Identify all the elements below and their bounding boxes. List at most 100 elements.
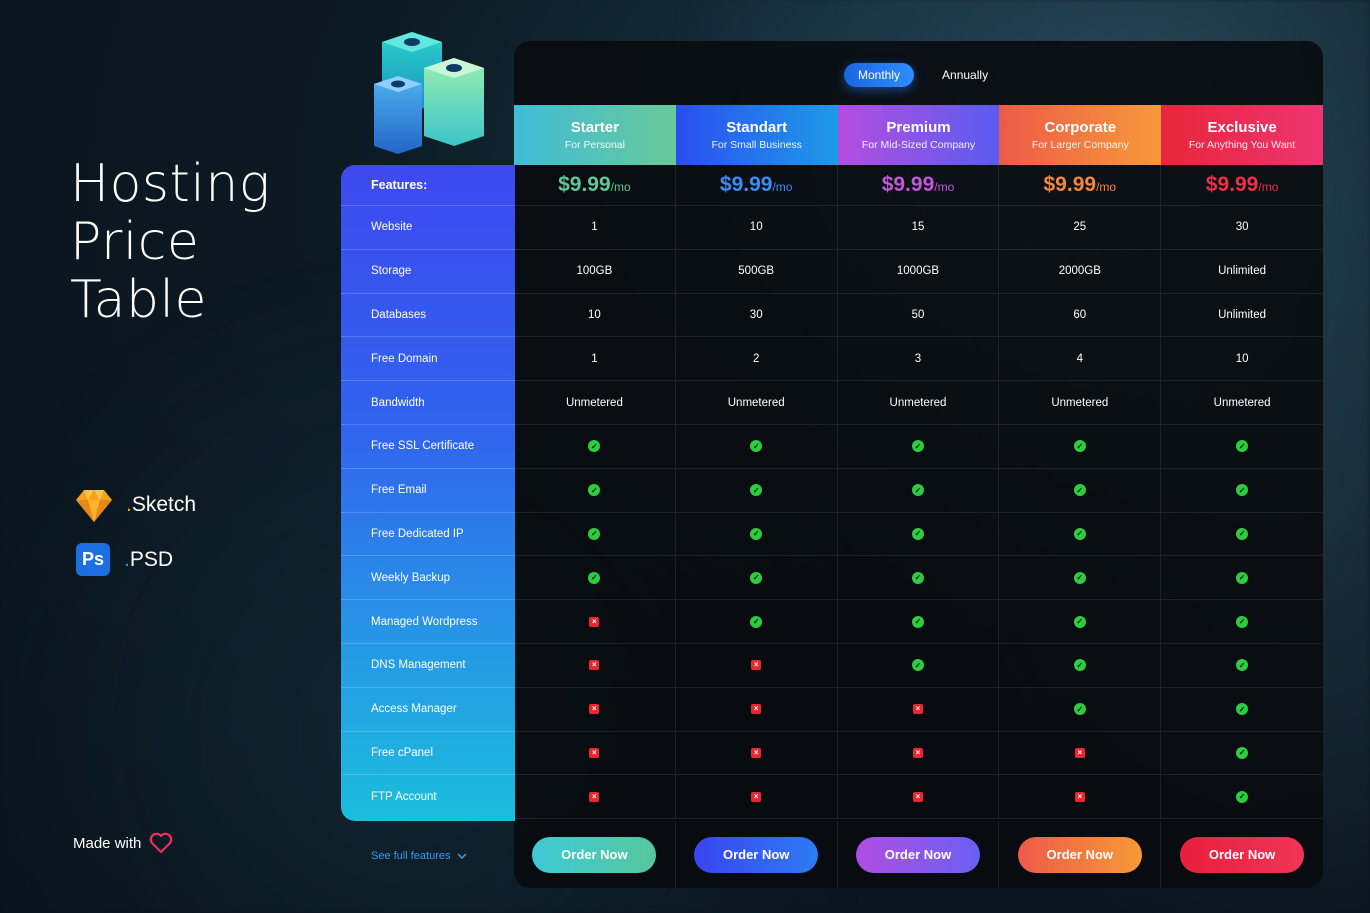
price-cell: $9.99/mo bbox=[1161, 165, 1323, 205]
pricing-table: $9.99/mo $9.99/mo $9.99/mo $9.99/mo $9.99/mo… bbox=[514, 165, 1323, 820]
feature-label-website: Website bbox=[341, 206, 515, 250]
check-icon: ✓ bbox=[750, 615, 763, 628]
check-icon: ✓ bbox=[911, 571, 924, 584]
features-column: Features: Website Storage Databases Free Do… bbox=[341, 165, 515, 821]
check-icon: ✓ bbox=[1236, 790, 1249, 803]
chevron-down-icon bbox=[456, 853, 467, 860]
features-header: Features: bbox=[341, 165, 515, 206]
annually-toggle-button[interactable]: Annually bbox=[928, 63, 1002, 87]
plan-name: Corporate bbox=[1044, 119, 1117, 136]
cell-value: 1000GB bbox=[896, 265, 940, 278]
plan-subtitle: For Mid-Sized Company bbox=[861, 139, 976, 151]
table-cell: ✓ bbox=[1161, 600, 1323, 643]
table-cell: ✓ bbox=[676, 600, 838, 643]
cross-icon: × bbox=[589, 660, 600, 671]
order-now-button-starter[interactable]: Order Now bbox=[532, 836, 657, 873]
plan-subtitle: For Anything You Want bbox=[1188, 139, 1296, 151]
see-full-features-link[interactable]: See full features bbox=[371, 850, 467, 862]
price-value: $9.99 bbox=[719, 173, 773, 196]
table-cell: 3 bbox=[838, 337, 1000, 381]
cross-icon: × bbox=[912, 747, 923, 758]
cell-value: Unmetered bbox=[727, 396, 785, 409]
cell-value: 2000GB bbox=[1058, 265, 1101, 278]
order-now-button-premium[interactable]: Order Now bbox=[855, 836, 980, 873]
order-cell: Order Now bbox=[676, 821, 838, 888]
cell-value: 100GB bbox=[576, 265, 613, 278]
table-row: × × ✓ ✓ ✓ bbox=[514, 643, 1323, 688]
cell-value: Unmetered bbox=[1051, 396, 1109, 409]
price-cell: $9.99/mo bbox=[676, 165, 838, 205]
cross-icon: × bbox=[589, 616, 600, 627]
table-cell: ✓ bbox=[676, 468, 838, 512]
plan-header-starter: Starter For Personal bbox=[514, 105, 676, 165]
feature-label-free-domain: Free Domain bbox=[341, 337, 515, 382]
cell-value: 50 bbox=[911, 308, 925, 321]
table-cell: × bbox=[999, 775, 1162, 819]
price-unit: /mo bbox=[1258, 180, 1279, 194]
check-icon: ✓ bbox=[1236, 659, 1249, 672]
table-row: × × × × ✓ bbox=[514, 731, 1323, 776]
cross-icon: × bbox=[589, 747, 600, 758]
table-row: 1 2 3 4 10 bbox=[514, 337, 1323, 382]
feature-label-weekly-backup: Weekly Backup bbox=[341, 556, 515, 601]
order-now-button-corporate[interactable]: Order Now bbox=[1017, 836, 1142, 873]
hero-title: Hosting Price Table bbox=[70, 155, 271, 329]
cross-icon: × bbox=[1074, 791, 1085, 802]
plan-name: Standart bbox=[726, 119, 788, 136]
table-cell: Unmetered bbox=[1161, 381, 1323, 424]
table-cell: ✓ bbox=[838, 468, 1000, 512]
sketch-format: .Sketch bbox=[76, 488, 196, 522]
order-now-button-standart[interactable]: Order Now bbox=[694, 836, 819, 873]
price-value: $9.99 bbox=[558, 173, 611, 196]
order-now-button-exclusive[interactable]: Order Now bbox=[1180, 836, 1305, 873]
table-cell: Unmetered bbox=[514, 381, 676, 424]
table-cell: 50 bbox=[838, 293, 1000, 337]
plan-header-exclusive: Exclusive For Anything You Want bbox=[1161, 105, 1323, 165]
table-cell: ✓ bbox=[1161, 644, 1323, 687]
feature-label-ftp-account: FTP Account bbox=[371, 791, 437, 804]
feature-label-databases: Databases bbox=[341, 294, 515, 338]
check-icon: ✓ bbox=[1236, 527, 1249, 540]
sketch-label: Sketch bbox=[131, 493, 197, 516]
price-cell: $9.99/mo bbox=[838, 165, 1000, 205]
sketch-icon bbox=[76, 490, 112, 522]
table-cell: × bbox=[514, 731, 676, 775]
cell-value: 2 bbox=[752, 352, 760, 365]
table-cell: ✓ bbox=[838, 556, 1000, 600]
made-with: Made with bbox=[73, 832, 173, 854]
cell-value: Unlimited bbox=[1218, 265, 1267, 278]
cell-value: 25 bbox=[1073, 221, 1087, 234]
table-cell: 1 bbox=[514, 206, 676, 249]
monthly-toggle-button[interactable]: Monthly bbox=[844, 63, 915, 87]
check-icon: ✓ bbox=[750, 527, 763, 540]
price-unit: /mo bbox=[772, 180, 793, 194]
check-icon: ✓ bbox=[911, 440, 924, 453]
check-icon: ✓ bbox=[588, 484, 601, 497]
cross-icon: × bbox=[751, 660, 762, 671]
table-cell: × bbox=[676, 775, 838, 819]
order-cell: Order Now bbox=[838, 821, 1000, 888]
table-row: ✓ ✓ ✓ ✓ ✓ bbox=[514, 556, 1323, 601]
price-unit: /mo bbox=[1096, 180, 1117, 194]
table-row: × × × ✓ ✓ bbox=[514, 687, 1323, 732]
cross-icon: × bbox=[589, 704, 600, 715]
check-icon: ✓ bbox=[1073, 571, 1086, 584]
psd-format: Ps .PSD bbox=[76, 543, 173, 576]
check-icon: ✓ bbox=[750, 571, 763, 584]
order-cell: Order Now bbox=[1161, 821, 1323, 888]
cross-icon: × bbox=[912, 704, 923, 715]
check-icon: ✓ bbox=[1236, 746, 1249, 759]
table-cell: × bbox=[514, 775, 676, 819]
billing-toggle: Monthly Annually bbox=[844, 63, 1002, 87]
check-icon: ✓ bbox=[1073, 615, 1086, 628]
table-cell: × bbox=[514, 600, 676, 643]
check-icon: ✓ bbox=[750, 440, 763, 453]
psd-dot: . bbox=[124, 547, 130, 571]
cross-icon: × bbox=[912, 791, 923, 802]
table-cell: ✓ bbox=[514, 424, 676, 468]
plan-name: Starter bbox=[570, 119, 620, 136]
table-cell: 10 bbox=[514, 293, 676, 337]
table-cell: ✓ bbox=[514, 512, 676, 556]
table-cell: ✓ bbox=[999, 600, 1162, 643]
price-unit: /mo bbox=[610, 180, 631, 194]
